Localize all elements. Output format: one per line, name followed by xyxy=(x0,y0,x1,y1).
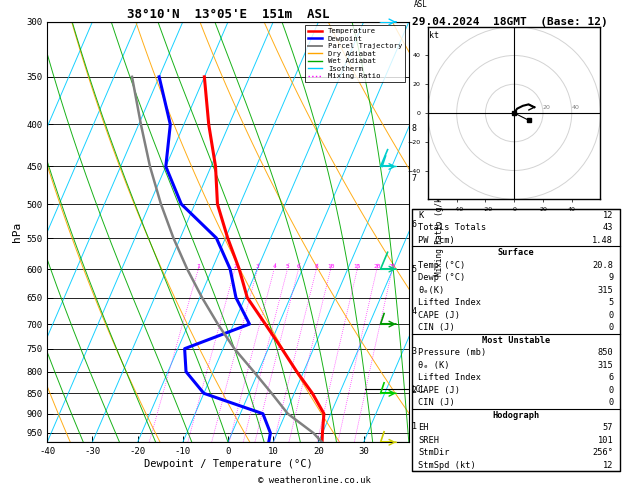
Text: 10: 10 xyxy=(327,264,335,269)
Text: 5: 5 xyxy=(608,298,613,307)
Text: StmDir: StmDir xyxy=(418,448,450,457)
Text: 4: 4 xyxy=(272,264,276,269)
Text: 8: 8 xyxy=(314,264,318,269)
Text: θₑ (K): θₑ (K) xyxy=(418,361,450,370)
Text: 5: 5 xyxy=(412,264,417,274)
Text: 9: 9 xyxy=(608,273,613,282)
Text: 0: 0 xyxy=(608,323,613,332)
Text: 25: 25 xyxy=(389,264,396,269)
Text: Lifted Index: Lifted Index xyxy=(418,373,481,382)
Y-axis label: hPa: hPa xyxy=(12,222,22,242)
Text: 43: 43 xyxy=(603,223,613,232)
Text: 20.8: 20.8 xyxy=(593,260,613,270)
Text: 4: 4 xyxy=(412,307,417,315)
Text: CAPE (J): CAPE (J) xyxy=(418,311,460,320)
Legend: Temperature, Dewpoint, Parcel Trajectory, Dry Adiabat, Wet Adiabat, Isotherm, Mi: Temperature, Dewpoint, Parcel Trajectory… xyxy=(305,25,405,82)
Text: CIN (J): CIN (J) xyxy=(418,323,455,332)
Text: Hodograph: Hodograph xyxy=(492,411,540,420)
Text: LCL: LCL xyxy=(412,384,426,394)
Text: 6: 6 xyxy=(297,264,301,269)
Text: θₑ(K): θₑ(K) xyxy=(418,286,445,295)
Text: 20: 20 xyxy=(373,264,381,269)
Text: 0: 0 xyxy=(608,386,613,395)
Text: Most Unstable: Most Unstable xyxy=(482,336,550,345)
Text: 7: 7 xyxy=(412,174,417,183)
Text: 29.04.2024  18GMT  (Base: 12): 29.04.2024 18GMT (Base: 12) xyxy=(412,17,608,27)
Text: 315: 315 xyxy=(598,361,613,370)
Text: 12: 12 xyxy=(603,461,613,469)
Text: 3: 3 xyxy=(412,347,417,356)
Text: 5: 5 xyxy=(286,264,289,269)
Text: Totals Totals: Totals Totals xyxy=(418,223,486,232)
Text: 1: 1 xyxy=(196,264,200,269)
Text: EH: EH xyxy=(418,423,429,432)
Text: 12: 12 xyxy=(603,211,613,220)
Text: 6: 6 xyxy=(412,220,417,229)
Text: 57: 57 xyxy=(603,423,613,432)
Text: 1: 1 xyxy=(412,422,417,431)
Text: 2: 2 xyxy=(233,264,237,269)
Text: 0: 0 xyxy=(608,311,613,320)
Text: 8: 8 xyxy=(412,124,417,134)
Text: 315: 315 xyxy=(598,286,613,295)
Text: 256°: 256° xyxy=(593,448,613,457)
Text: Temp (°C): Temp (°C) xyxy=(418,260,465,270)
Text: 20: 20 xyxy=(543,105,551,110)
Text: 101: 101 xyxy=(598,435,613,445)
Text: 15: 15 xyxy=(353,264,361,269)
Text: Pressure (mb): Pressure (mb) xyxy=(418,348,486,357)
Text: km
ASL: km ASL xyxy=(415,0,428,9)
Title: 38°10'N  13°05'E  151m  ASL: 38°10'N 13°05'E 151m ASL xyxy=(127,8,329,21)
Text: kt: kt xyxy=(430,31,440,40)
Text: 40: 40 xyxy=(572,105,579,110)
X-axis label: Dewpoint / Temperature (°C): Dewpoint / Temperature (°C) xyxy=(143,459,313,469)
Text: CAPE (J): CAPE (J) xyxy=(418,386,460,395)
Text: CIN (J): CIN (J) xyxy=(418,398,455,407)
Text: Mixing Ratio (g/kg): Mixing Ratio (g/kg) xyxy=(435,188,444,276)
Text: 1.48: 1.48 xyxy=(593,236,613,245)
Text: Surface: Surface xyxy=(498,248,534,257)
Text: PW (cm): PW (cm) xyxy=(418,236,455,245)
Text: Dewp (°C): Dewp (°C) xyxy=(418,273,465,282)
Text: 0: 0 xyxy=(608,398,613,407)
Text: © weatheronline.co.uk: © weatheronline.co.uk xyxy=(258,476,371,485)
Text: 6: 6 xyxy=(608,373,613,382)
Text: SREH: SREH xyxy=(418,435,439,445)
Text: 850: 850 xyxy=(598,348,613,357)
Text: StmSpd (kt): StmSpd (kt) xyxy=(418,461,476,469)
Text: 3: 3 xyxy=(255,264,259,269)
Text: K: K xyxy=(418,211,423,220)
Text: Lifted Index: Lifted Index xyxy=(418,298,481,307)
Text: 2: 2 xyxy=(412,386,417,395)
